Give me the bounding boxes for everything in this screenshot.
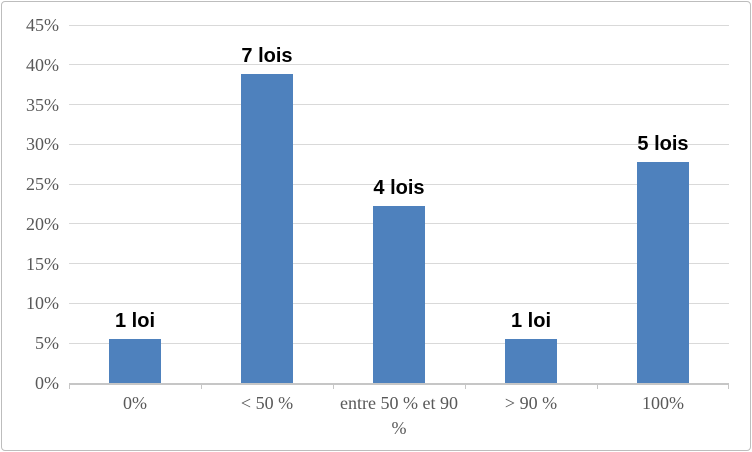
y-tick-label: 10% <box>26 293 59 314</box>
bar <box>373 206 425 383</box>
bar <box>109 338 161 383</box>
y-tick-label: 0% <box>35 373 59 393</box>
plot-area: 1 loi 7 lois 4 lois 1 loi 5 lois <box>69 24 729 389</box>
x-tick-label: 0% <box>123 393 147 413</box>
gridline <box>69 24 729 26</box>
axis-tick <box>201 383 202 389</box>
y-tick-label: 30% <box>26 134 59 155</box>
axis-tick <box>728 383 729 389</box>
bar-value-label: 5 lois <box>637 132 689 155</box>
gridline <box>69 104 729 106</box>
y-tick-label: 5% <box>35 333 59 354</box>
x-tick-label: 100% <box>642 393 684 413</box>
x-tick-label: entre 50 % et 90 % <box>340 393 458 438</box>
axis-tick <box>597 383 598 389</box>
y-tick-label: 20% <box>26 213 59 234</box>
bar <box>505 338 557 383</box>
y-axis: 0% 5% 10% 15% 20% 25% 30% 35% 40% 45% <box>2 15 59 393</box>
axis-tick <box>333 383 334 389</box>
bar <box>241 73 293 383</box>
gridline <box>69 143 729 145</box>
bar-value-label: 4 lois <box>373 177 425 200</box>
bar <box>637 162 689 383</box>
axis-tick <box>69 383 70 389</box>
x-tick-label: < 50 % <box>240 393 294 413</box>
gridline <box>69 64 729 66</box>
y-tick-label: 15% <box>26 253 59 274</box>
y-tick-label: 45% <box>26 15 59 35</box>
x-tick-label: > 90 % <box>504 393 558 413</box>
bar-value-label: 7 lois <box>241 44 293 67</box>
y-tick-label: 40% <box>26 54 59 75</box>
bar-value-label: 1 loi <box>114 309 155 332</box>
bar-value-label: 1 loi <box>510 309 551 332</box>
gridline <box>69 183 729 185</box>
axis-tick <box>465 383 466 389</box>
y-tick-label: 25% <box>26 174 59 195</box>
y-tick-label: 35% <box>26 94 59 115</box>
